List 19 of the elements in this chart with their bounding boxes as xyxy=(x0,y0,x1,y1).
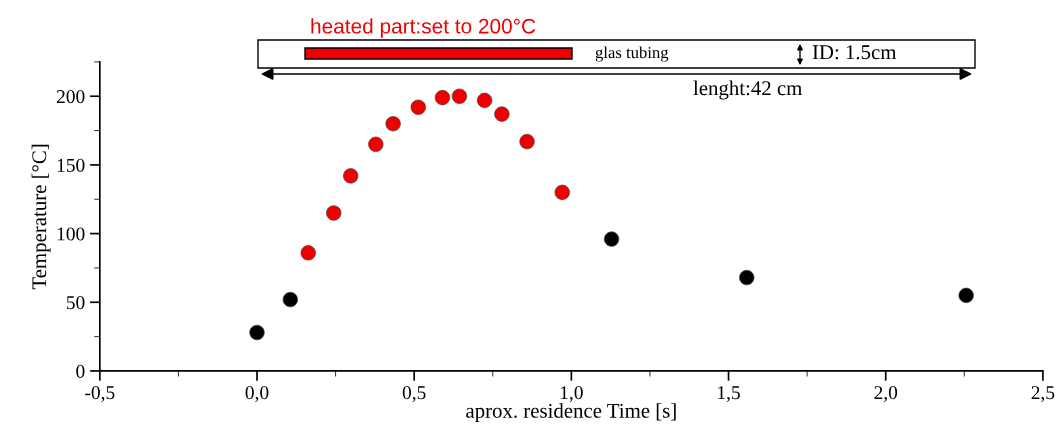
x-tick-label: 0,0 xyxy=(245,386,269,403)
y-tick-label: 50 xyxy=(66,296,85,310)
text: heated part:set to 200°C xyxy=(311,18,536,38)
text: ID: 1.5cm xyxy=(812,45,897,60)
y-tick-label: 100 xyxy=(57,227,85,241)
y-tick-label: 150 xyxy=(57,158,85,172)
point xyxy=(282,291,298,308)
annotation: lenght:42 cm xyxy=(693,80,803,100)
x-tick-label: -0,5 xyxy=(85,386,115,403)
x-axis-title: aprox. residence Time [s] xyxy=(466,403,676,423)
x-tick-label: 2,5 xyxy=(1031,386,1055,403)
y-tick-label: 0 xyxy=(76,364,85,378)
x-tick-label: 2,0 xyxy=(874,386,898,403)
text: glas tubing xyxy=(595,46,669,62)
x-tick-label: 1,5 xyxy=(718,386,740,403)
y-axis-title: Temperature [°C] xyxy=(31,144,51,290)
y-tick-label: 200 xyxy=(56,90,85,104)
x-tick-label: 1,0 xyxy=(560,386,583,403)
x-tick-label: 0,5 xyxy=(402,386,426,403)
